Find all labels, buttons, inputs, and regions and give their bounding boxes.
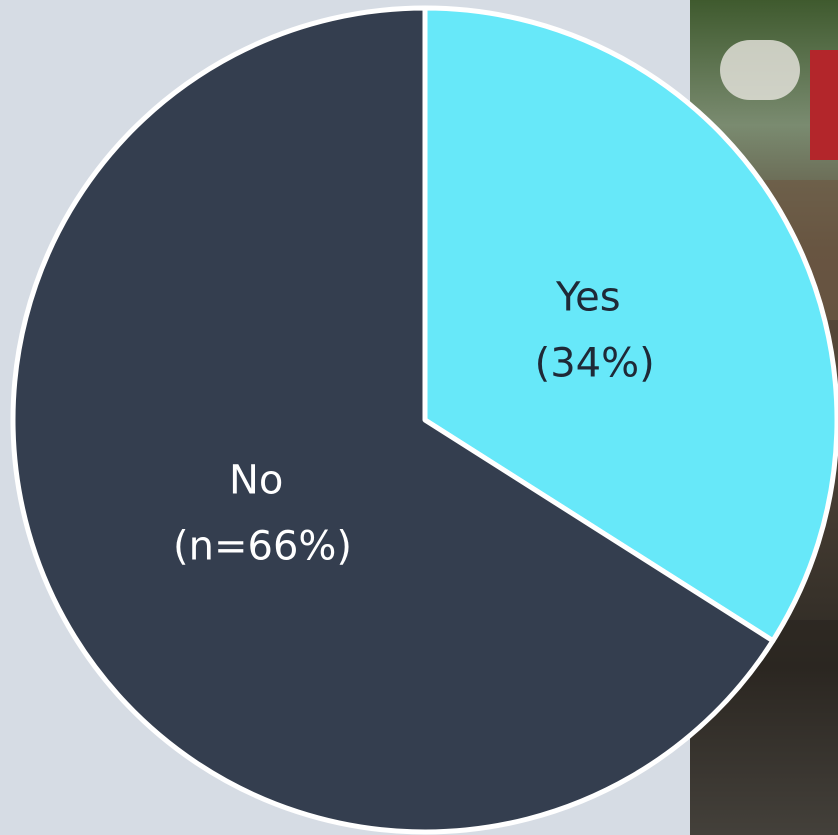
- slice-label-no-name: No: [229, 457, 283, 503]
- pie-slices: [10, 5, 838, 835]
- slice-label-yes-percent: (34%): [535, 341, 655, 387]
- slice-label-yes-name: Yes: [555, 275, 621, 321]
- slice-label-no-percent: (n=66%): [173, 523, 352, 569]
- pie-slice-no: [10, 5, 776, 835]
- slice-label-yes: Yes (34%): [535, 275, 655, 387]
- pie-labels: Yes (34%) No (n=66%): [173, 275, 655, 570]
- slice-label-no: No (n=66%): [173, 457, 352, 569]
